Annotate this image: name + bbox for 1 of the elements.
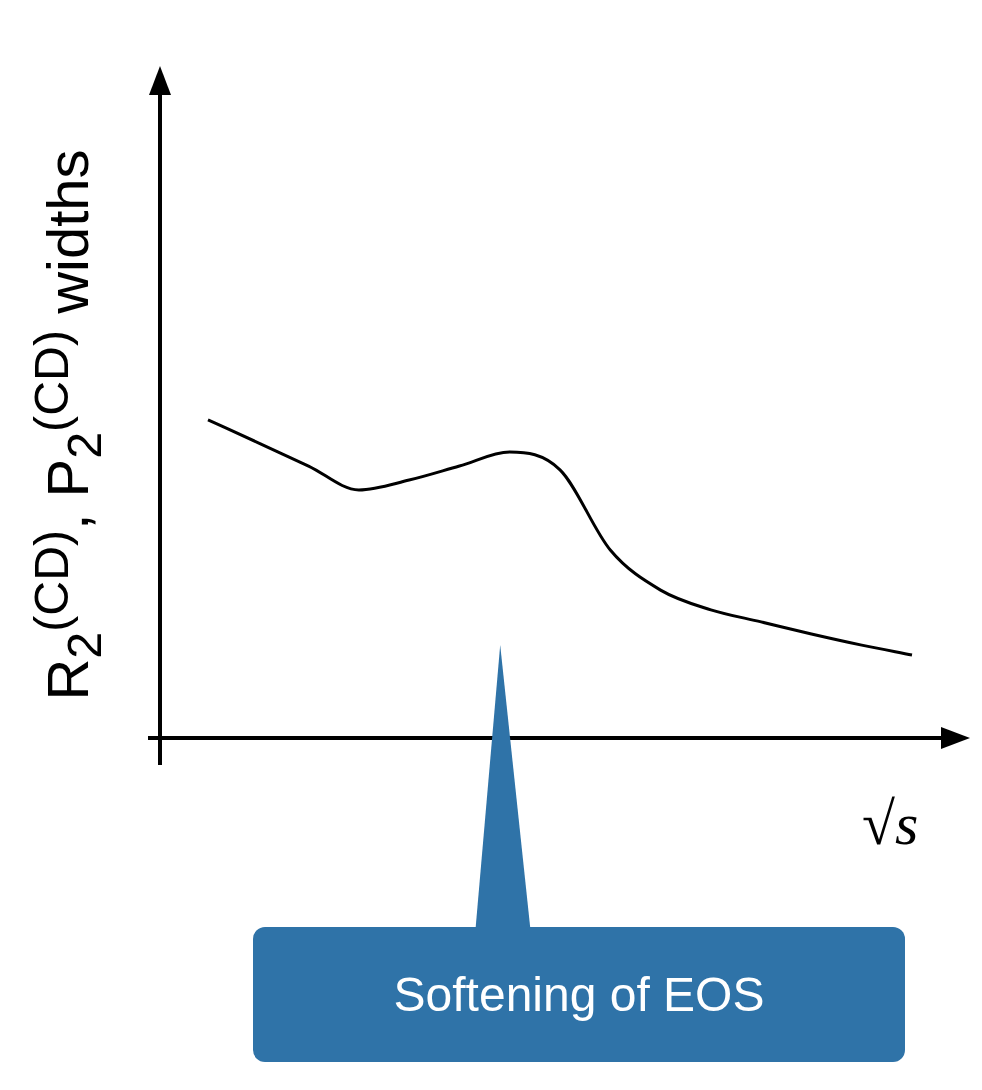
x-axis-title: √s — [862, 790, 919, 859]
